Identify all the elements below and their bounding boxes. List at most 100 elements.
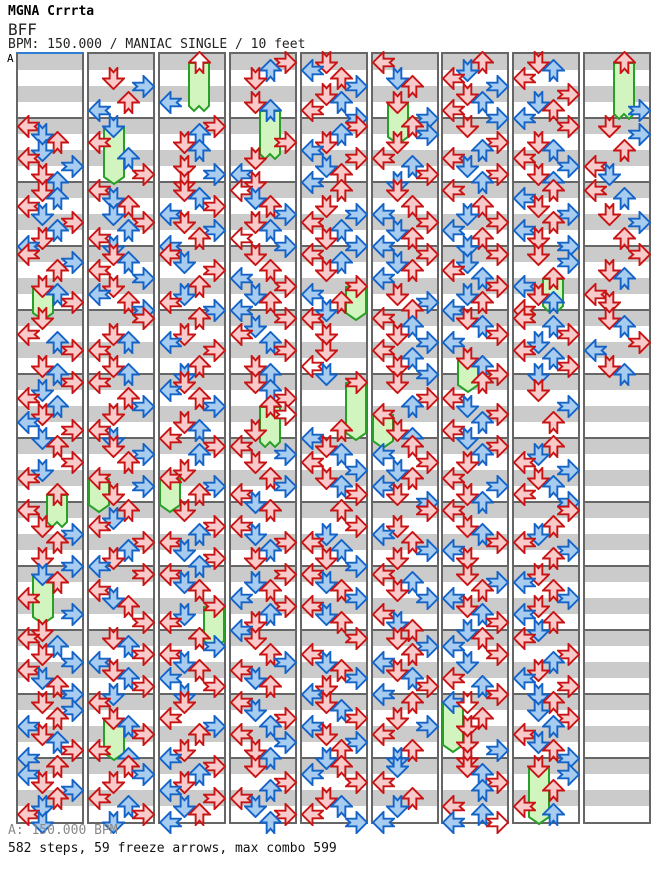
note-l (16, 657, 42, 686)
arrow-r-icon (58, 601, 84, 627)
arrow-r-icon (413, 289, 439, 315)
arrow-l-icon (512, 65, 538, 91)
note-l (87, 257, 113, 286)
note-r (342, 809, 368, 838)
note-u (540, 714, 567, 742)
note-l (300, 281, 326, 310)
note-l (158, 425, 184, 454)
arrow-d-icon (171, 496, 198, 522)
note-r (413, 385, 439, 414)
arrow-l-icon (158, 465, 184, 491)
arrow-u-icon (540, 546, 567, 572)
arrow-r-icon (554, 353, 580, 379)
note-r (342, 481, 368, 510)
arrow-r-icon (58, 417, 84, 443)
note-l (87, 649, 113, 678)
note-r (200, 473, 226, 502)
arrow-r-icon (342, 481, 368, 507)
note-u (540, 434, 567, 462)
arrow-u-icon (328, 698, 355, 724)
arrow-d-icon (313, 600, 340, 626)
measure-line (160, 757, 224, 759)
note-r (625, 209, 651, 238)
arrow-d-icon (525, 464, 552, 490)
note-r (554, 153, 580, 182)
arrow-u-icon (186, 578, 213, 604)
arrow-l-icon (158, 329, 184, 355)
note-d (313, 688, 340, 718)
arrow-d-icon (171, 408, 198, 434)
note-d (596, 288, 623, 318)
note-u (257, 538, 284, 566)
note-d (384, 128, 411, 158)
arrow-r-icon (483, 361, 509, 387)
arrow-d-icon (384, 168, 411, 194)
note-r (129, 73, 155, 102)
arrow-d-icon (29, 176, 56, 202)
note-r (271, 129, 297, 158)
note-l (229, 433, 255, 462)
measure-line (18, 117, 82, 119)
note-d (313, 224, 340, 254)
arrow-u-icon (44, 730, 71, 756)
note-d (454, 648, 481, 678)
note-d (384, 608, 411, 638)
arrow-l-icon (229, 321, 255, 347)
note-d (171, 688, 198, 718)
note-d (171, 648, 198, 678)
arrow-u-icon (115, 250, 142, 276)
note-d (313, 744, 340, 774)
note-d (313, 544, 340, 574)
arrow-u-icon (328, 754, 355, 780)
note-l (16, 625, 42, 654)
arrow-u-icon (469, 490, 496, 516)
measure-line (160, 117, 224, 119)
note-u (328, 250, 355, 278)
note-u (186, 354, 213, 382)
note-d (171, 496, 198, 526)
arrow-l-icon (158, 665, 184, 691)
note-d (313, 784, 340, 814)
arrow-l-icon (512, 305, 538, 331)
note-d (596, 256, 623, 286)
note-l (16, 241, 42, 270)
note-d (525, 88, 552, 118)
arrow-r-icon (200, 633, 226, 659)
arrow-d-icon (454, 744, 481, 770)
note-d (596, 112, 623, 142)
note-u (44, 482, 71, 510)
arrow-u-icon (469, 602, 496, 628)
note-r (554, 113, 580, 142)
note-l (371, 681, 397, 710)
note-l (371, 521, 397, 550)
note-l (158, 465, 184, 494)
note-d (384, 352, 411, 382)
arrow-d-icon (171, 536, 198, 562)
note-r (483, 569, 509, 598)
arrow-d-icon (313, 648, 340, 674)
arrow-r-icon (200, 193, 226, 219)
arrow-r-icon (200, 337, 226, 363)
arrow-u-icon (257, 746, 284, 772)
arrow-u-icon (540, 650, 567, 676)
note-l (158, 289, 184, 318)
note-l (441, 177, 467, 206)
arrow-u-icon (469, 370, 496, 396)
note-r (554, 497, 580, 526)
note-r (342, 201, 368, 230)
note-d (384, 368, 411, 398)
arrow-u-icon (469, 314, 496, 340)
arrow-r-icon (271, 473, 297, 499)
note-r (554, 457, 580, 486)
chart-column-3 (158, 50, 226, 835)
note-l (371, 649, 397, 678)
arrow-u-icon (328, 658, 355, 684)
note-d (29, 200, 56, 230)
note-d (29, 272, 56, 302)
note-r (554, 641, 580, 670)
arrow-l-icon (441, 665, 467, 691)
note-r (129, 441, 155, 470)
arrow-l-icon (583, 337, 609, 363)
note-u (115, 498, 142, 526)
arrow-l-icon (158, 89, 184, 115)
